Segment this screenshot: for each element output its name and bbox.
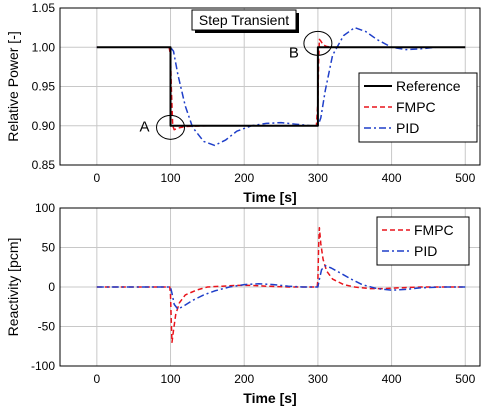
series-line-fmpc (96, 227, 466, 344)
annotation-circle-b (303, 30, 333, 56)
chart-2: 0 100 200 300 400 500 -100 -50 0 50 100 Time [s] Rea… (5, 201, 481, 406)
legend-label-pid: PID (414, 243, 437, 259)
x-tick-label: 400 (382, 171, 402, 185)
legend: FMPC PID (376, 216, 470, 266)
legend: Reference FMPC PID (358, 72, 478, 143)
annotation-label-b: B (289, 44, 299, 61)
x-tick-label: 500 (455, 171, 475, 185)
series-line-pid (96, 264, 466, 310)
x-axis-label: Time [s] (243, 390, 296, 406)
x-tick-label: 200 (234, 372, 254, 386)
y-tick-label: 100 (35, 201, 55, 215)
legend-box (376, 216, 470, 266)
x-tick-label: 300 (308, 372, 328, 386)
x-tick-label: 100 (161, 171, 181, 185)
plot-frame (59, 7, 481, 166)
legend-label-pid: PID (396, 120, 419, 136)
series-line-reference (96, 46, 466, 127)
y-tick-label: -100 (31, 359, 55, 373)
y-tick-label: 0 (48, 280, 55, 294)
x-tick-label: 200 (234, 171, 254, 185)
x-tick-label: 100 (161, 372, 181, 386)
y-tick-label: 1.00 (32, 40, 56, 54)
y-tick-label: 0.95 (32, 80, 56, 94)
x-tick-label: 400 (382, 372, 402, 386)
x-tick-label: 500 (455, 372, 475, 386)
y-axis-label: Relative Power [-] (5, 31, 21, 141)
plot-frame (59, 207, 481, 367)
y-tick-label: 1.05 (32, 1, 56, 15)
legend-box (358, 72, 478, 143)
chart-title: Step Transient (199, 12, 289, 28)
annotation-circle-a (156, 114, 186, 140)
y-tick-label: -50 (38, 320, 56, 334)
y-tick-label: 50 (42, 241, 56, 255)
x-axis-label: Time [s] (243, 189, 296, 205)
y-tick-label: 0.90 (32, 119, 56, 133)
title-box (191, 9, 297, 31)
x-tick-label: 0 (93, 372, 100, 386)
x-tick-label: 300 (308, 171, 328, 185)
y-axis-label: Reactivity [pcm] (5, 238, 21, 337)
legend-label-reference: Reference (396, 78, 461, 94)
chart-1: 0 100 200 300 400 500 0.85 0.90 0.95 1.00 1.05 Time… (5, 1, 481, 205)
legend-label-fmpc: FMPC (414, 222, 454, 238)
annotation-label-a: A (140, 118, 150, 135)
y-tick-label: 0.85 (32, 158, 56, 172)
legend-label-fmpc: FMPC (396, 99, 436, 115)
x-tick-label: 0 (93, 171, 100, 185)
